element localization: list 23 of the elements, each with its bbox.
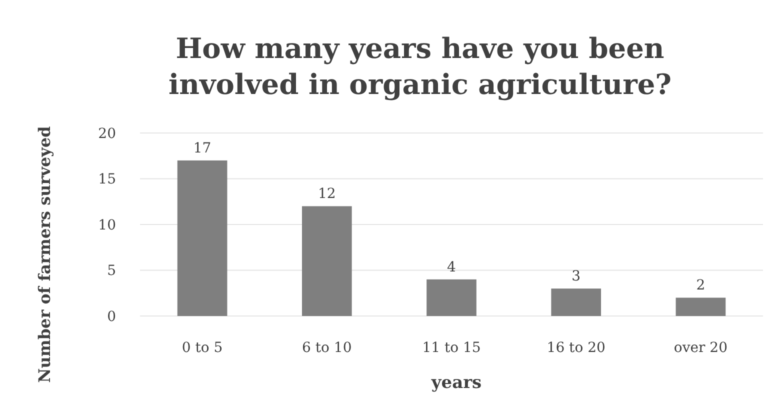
bar: [551, 288, 602, 316]
x-tick-label: over 20: [674, 340, 728, 356]
y-axis-title: Number of farmers surveyed: [35, 126, 54, 383]
x-tick-label: 16 to 20: [546, 340, 606, 356]
chart-title: How many years have you been involved in organic agriculture?: [168, 32, 672, 101]
data-label: 2: [696, 278, 706, 294]
x-axis-title: years: [430, 373, 482, 393]
bar: [302, 206, 352, 316]
bar: [426, 279, 476, 316]
data-label: 4: [447, 259, 456, 276]
data-label: 17: [193, 140, 212, 156]
y-tick-label: 0: [107, 308, 116, 325]
x-tick-label: 11 to 15: [422, 340, 481, 356]
data-label: 12: [318, 186, 336, 202]
y-tick-label: 15: [98, 172, 116, 188]
bar: [177, 160, 228, 316]
y-tick-label: 20: [98, 126, 116, 142]
x-tick-label: 6 to 10: [302, 340, 352, 356]
bar: [676, 298, 726, 316]
data-label: 3: [572, 268, 581, 285]
y-tick-label: 10: [98, 217, 116, 234]
x-tick-label: 0 to 5: [182, 340, 223, 356]
y-tick-label: 5: [107, 263, 116, 280]
